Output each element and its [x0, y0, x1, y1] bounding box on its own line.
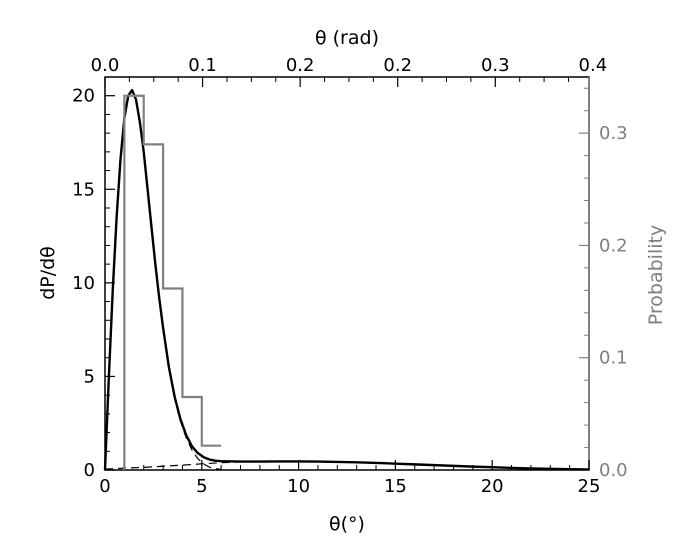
- y-axis-label-right: Probability: [645, 225, 667, 325]
- x-top-tick-label: 0.0: [91, 55, 120, 76]
- ticks: 0 5 10 15 20 250.0 0.1 0.2 0.2 0.3 0.4051015200.00…: [72, 55, 628, 497]
- component-dashed-line-2: [104, 460, 280, 470]
- x-top-tick-label: 0.2: [286, 55, 315, 76]
- x-top-tick-label: 0.3: [481, 55, 510, 76]
- x-bottom-tick-label: 0: [99, 476, 110, 497]
- x-bottom-tick-label: 25: [578, 476, 601, 497]
- x-axis-label-top: θ (rad): [315, 27, 379, 49]
- x-top-tick-label: 0.4: [579, 55, 608, 76]
- y-left-tick-label: 10: [72, 273, 95, 294]
- y-left-tick-label: 15: [72, 179, 95, 200]
- y-axis-label-left: dP/dθ: [37, 246, 59, 300]
- x-bottom-tick-label: 15: [384, 476, 407, 497]
- x-bottom-tick-label: 20: [481, 476, 504, 497]
- component-dashed-line-1: [104, 89, 222, 471]
- plot-frame: [104, 76, 590, 471]
- total-model-line: [103, 88, 590, 471]
- x-top-tick-label: 0.2: [383, 55, 412, 76]
- y-left-tick-label: 0: [84, 460, 95, 481]
- x-axis-label-bottom: θ(°): [329, 513, 365, 535]
- y-right-tick-label: 0.2: [599, 235, 628, 256]
- y-right-tick-label: 0.1: [599, 348, 628, 369]
- series-layer: [103, 88, 590, 471]
- y-left-tick-label: 20: [72, 86, 95, 107]
- y-right-tick-label: 0.0: [599, 460, 628, 481]
- x-bottom-tick-label: 10: [287, 476, 310, 497]
- y-left-tick-label: 5: [84, 366, 95, 387]
- x-top-tick-label: 0.1: [188, 55, 217, 76]
- x-bottom-tick-label: 5: [196, 476, 207, 497]
- histogram-steps: [123, 94, 222, 470]
- y-right-tick-label: 0.3: [599, 123, 628, 144]
